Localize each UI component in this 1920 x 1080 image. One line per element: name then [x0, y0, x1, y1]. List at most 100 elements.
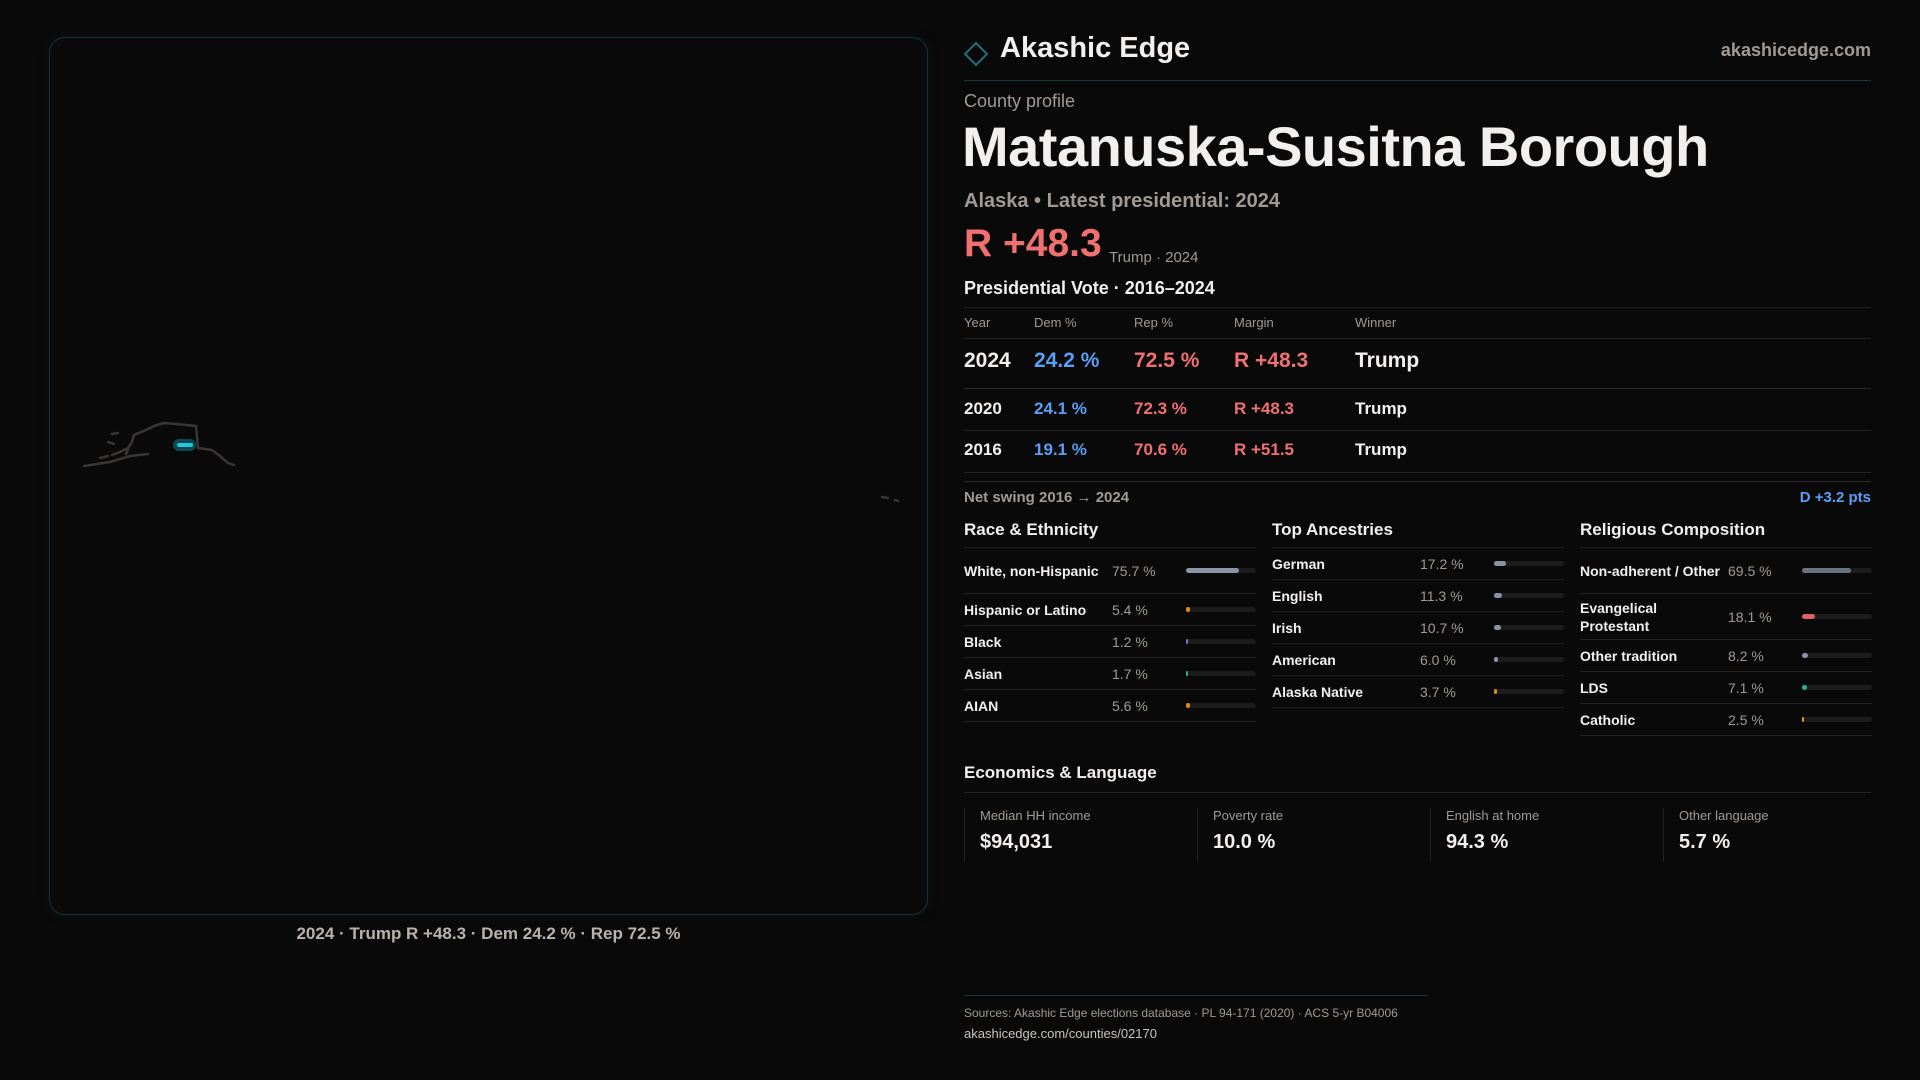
row-winner: Trump: [1355, 349, 1420, 372]
footer-url[interactable]: akashicedge.com/counties/02170: [964, 1026, 1157, 1041]
sources: Sources: Akashic Edge elections database…: [964, 1006, 1398, 1020]
stat-english: English at home 94.3 %: [1430, 808, 1539, 862]
item-value: 8.2 %: [1728, 647, 1764, 664]
item-value: 6.0 %: [1420, 651, 1456, 668]
list-item: Evangelical Protestant 18.1 %: [1580, 594, 1872, 640]
item-label: Hispanic or Latino: [964, 601, 1087, 618]
net-swing-value: D +3.2 pts: [1799, 489, 1871, 506]
bar-track: [1494, 657, 1564, 662]
bar-track: [1802, 653, 1872, 658]
list-item: Non-adherent / Other 69.5 %: [1580, 548, 1872, 594]
stat-value: 5.7 %: [1679, 831, 1731, 853]
item-label: Evangelical Protestant: [1580, 599, 1658, 634]
item-value: 2.5 %: [1728, 711, 1764, 728]
list-item: English 11.3 %: [1272, 580, 1564, 612]
stat-label: Poverty rate: [1213, 808, 1284, 823]
bar-track: [1186, 639, 1256, 644]
bar-fill: [1802, 717, 1804, 722]
bar-track: [1186, 607, 1256, 612]
economics-title: Economics & Language: [964, 763, 1157, 782]
divider: [964, 338, 1871, 339]
item-value: 1.7 %: [1112, 665, 1148, 682]
stat-label: English at home: [1446, 808, 1540, 823]
footer-divider: [964, 995, 1428, 996]
divider: [964, 307, 1871, 308]
col-winner: Winner: [1355, 314, 1397, 330]
section-title: Religious Composition: [1580, 518, 1872, 548]
alaska-map: [82, 421, 900, 503]
bar-track: [1802, 685, 1872, 690]
item-value: 75.7 %: [1112, 562, 1156, 579]
item-value: 5.6 %: [1112, 697, 1148, 714]
row-margin: R +48.3: [1234, 399, 1295, 418]
subtitle: Alaska • Latest presidential: 2024: [964, 190, 1281, 212]
bar-fill: [1802, 685, 1807, 690]
col-dem: Dem %: [1034, 314, 1077, 330]
list-item: AIAN 5.6 %: [964, 690, 1256, 722]
row-margin: R +48.3: [1234, 349, 1309, 372]
bar-track: [1494, 689, 1564, 694]
row-year: 2024: [964, 349, 1011, 372]
list-item: Irish 10.7 %: [1272, 612, 1564, 644]
page-title: Matanuska-Susitna Borough: [962, 115, 1709, 178]
item-value: 18.1 %: [1728, 608, 1772, 625]
item-value: 7.1 %: [1728, 679, 1764, 696]
bar-fill: [1186, 671, 1188, 676]
stat-label: Median HH income: [980, 808, 1091, 823]
divider: [964, 388, 1871, 389]
row-winner: Trump: [1355, 399, 1407, 418]
vote-table-title: Presidential Vote · 2016–2024: [964, 278, 1215, 298]
bar-fill: [1186, 607, 1190, 612]
header-divider: [964, 80, 1871, 81]
col-rep: Rep %: [1134, 314, 1174, 330]
table-row: 2016 19.1 % 70.6 % R +51.5 Trump: [964, 439, 1871, 461]
religion-section: Religious Composition Non-adherent / Othe…: [1580, 518, 1872, 736]
row-rep: 72.3 %: [1134, 399, 1187, 418]
list-item: LDS 7.1 %: [1580, 672, 1872, 704]
item-value: 3.7 %: [1420, 683, 1456, 700]
bar-fill: [1802, 568, 1851, 573]
brand-name: Akashic Edge: [1000, 32, 1191, 64]
row-year: 2020: [964, 399, 1002, 418]
bar-track: [1186, 568, 1256, 573]
bar-track: [1802, 614, 1872, 619]
bar-track: [1494, 625, 1564, 630]
item-value: 10.7 %: [1420, 619, 1464, 636]
list-item: Hispanic or Latino 5.4 %: [964, 594, 1256, 626]
list-item: Black 1.2 %: [964, 626, 1256, 658]
bar-fill: [1494, 657, 1499, 662]
row-dem: 24.2 %: [1034, 349, 1100, 372]
col-margin: Margin: [1234, 314, 1274, 330]
item-label: Black: [964, 633, 1002, 650]
bar-fill: [1494, 689, 1497, 694]
list-item: German 17.2 %: [1272, 548, 1564, 580]
row-dem: 24.1 %: [1034, 399, 1087, 418]
item-label: AIAN: [964, 697, 999, 714]
stat-value: 94.3 %: [1446, 831, 1509, 853]
table-row: 2020 24.1 % 72.3 % R +48.3 Trump: [964, 398, 1871, 420]
race-section: Race & Ethnicity White, non-Hispanic 75.7 …: [964, 518, 1256, 722]
net-swing-label: Net swing 2016 → 2024: [964, 489, 1130, 506]
list-item: Asian 1.7 %: [964, 658, 1256, 690]
divider: [964, 481, 1871, 482]
item-label: English: [1272, 587, 1323, 604]
bar-fill: [1186, 568, 1239, 573]
headline-margin: R +48.3: [964, 222, 1102, 265]
row-margin: R +51.5: [1234, 440, 1295, 459]
bar-track: [1186, 703, 1256, 708]
bar-track: [1802, 717, 1872, 722]
list-item: White, non-Hispanic 75.7 %: [964, 548, 1256, 594]
item-label: German: [1272, 555, 1325, 572]
map-caption: 2024 · Trump R +48.3 · Dem 24.2 % · Rep …: [296, 924, 681, 943]
bar-fill: [1494, 625, 1502, 630]
list-item: American 6.0 %: [1272, 644, 1564, 676]
county-map[interactable]: [49, 37, 928, 915]
logo-diamond-icon: [963, 41, 989, 67]
site-link[interactable]: akashicedge.com: [1720, 40, 1871, 60]
item-label: Catholic: [1580, 711, 1636, 728]
divider: [964, 792, 1871, 793]
section-title: Top Ancestries: [1272, 518, 1564, 548]
stat-income: Median HH income $94,031: [964, 808, 1091, 862]
item-value: 17.2 %: [1420, 555, 1464, 572]
bar-fill: [1802, 653, 1808, 658]
